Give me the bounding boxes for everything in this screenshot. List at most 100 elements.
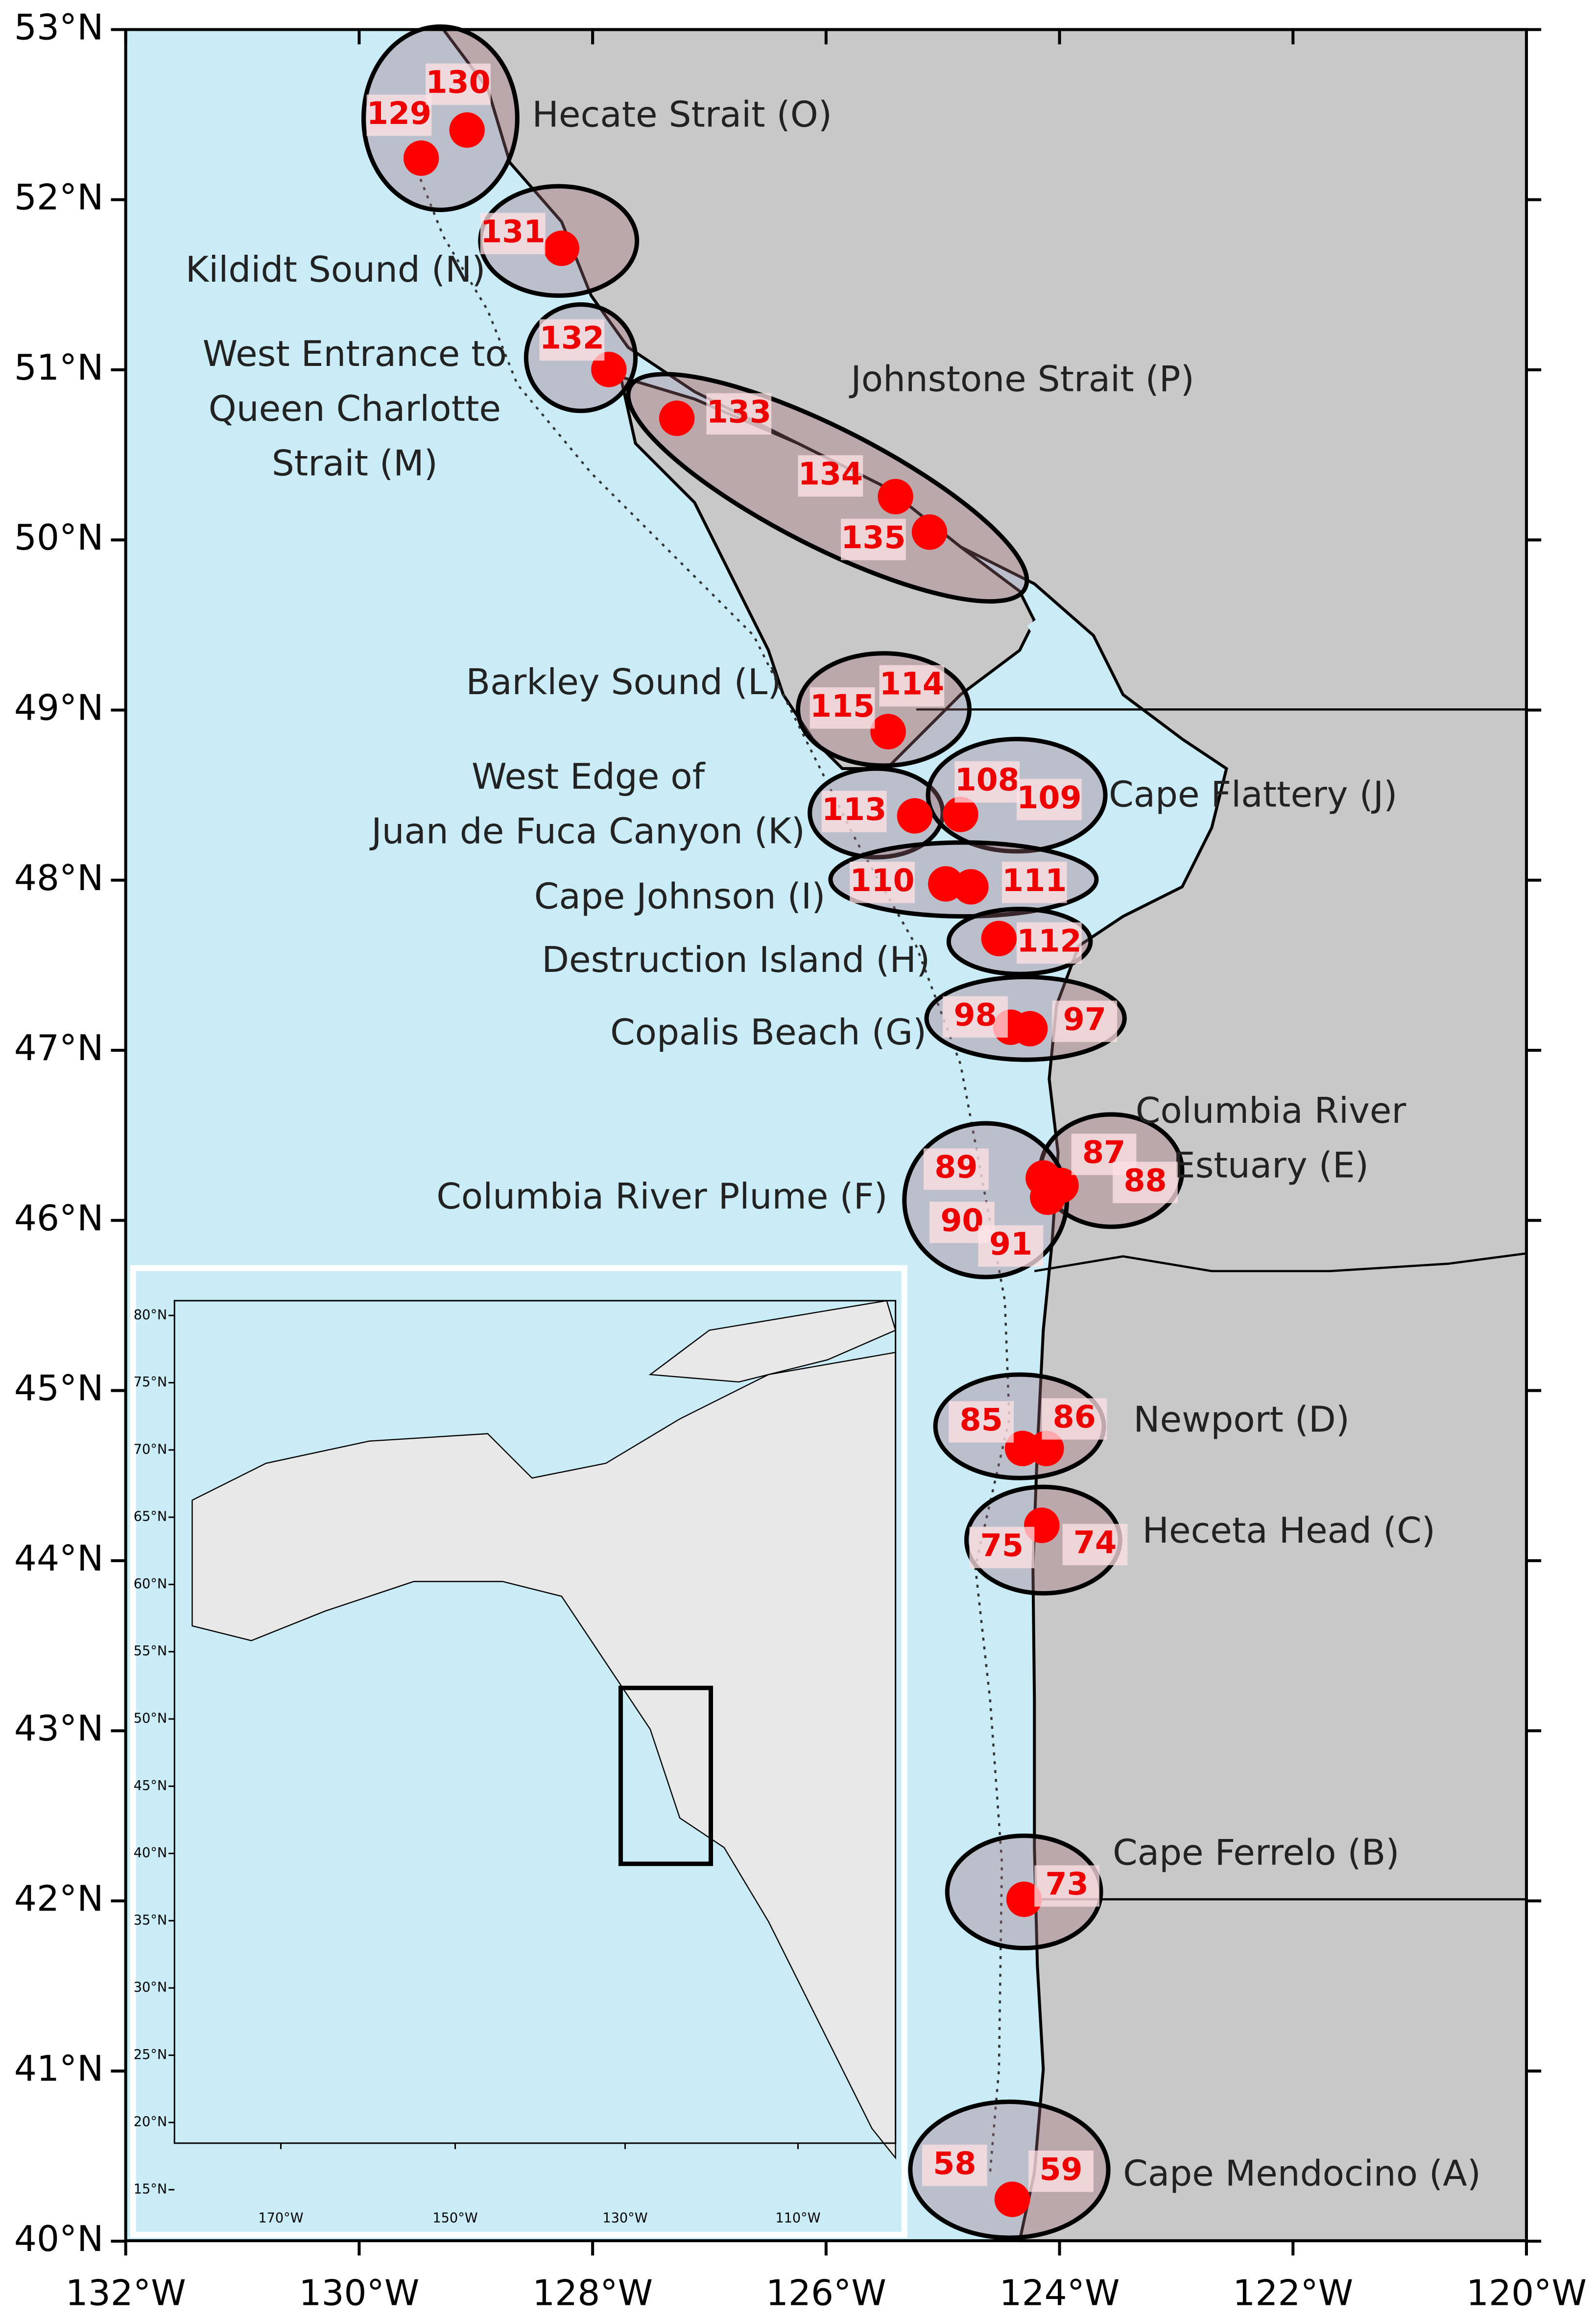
- station-label-bg: [1034, 1865, 1100, 1907]
- x-tick-label: 132°W: [66, 2273, 186, 2314]
- region-label: Columbia River: [1136, 1090, 1406, 1132]
- inset-y-tick-label: 40°N: [134, 1845, 167, 1861]
- y-tick-label: 45°N: [14, 1368, 104, 1409]
- region-label: West Edge of: [472, 756, 706, 798]
- station-label-bg: [969, 1526, 1035, 1569]
- station-dot: [403, 140, 439, 176]
- inset-map: 80°N 75°N 70°N 65°N 60°N 55°N 50°N 45°N 40°N 35°N…: [130, 1265, 907, 2238]
- station-label: 113: [822, 791, 886, 827]
- inset-y-tick-label: 75°N: [134, 1375, 167, 1390]
- x-tick-label: 122°W: [1233, 2273, 1353, 2314]
- station-label-bg: [821, 791, 887, 832]
- y-tick-label: 41°N: [14, 2049, 104, 2090]
- station-label-bg: [949, 1401, 1014, 1443]
- station-label: 110: [850, 862, 914, 898]
- station-dot: [994, 2181, 1030, 2217]
- station-label: 73: [1046, 1866, 1089, 1902]
- x-tick-label: 130°W: [299, 2273, 419, 2314]
- ticks: 132°W 130°W 128°W 126°W 124°W 122°W 120°W 53°N 5…: [14, 7, 1587, 2314]
- inset-y-tick-label: 70°N: [134, 1442, 167, 1457]
- station-dot: [911, 514, 948, 550]
- station-label: 89: [934, 1149, 977, 1185]
- y-tick-label: 43°N: [14, 1708, 104, 1749]
- inset-y-tick-label: 50°N: [134, 1711, 167, 1726]
- station-label-bg: [1052, 1000, 1118, 1042]
- inset-land: [191, 1352, 896, 2160]
- station-label: 88: [1123, 1162, 1167, 1198]
- station-label-bg: [840, 519, 906, 560]
- y-tick-label: 53°N: [14, 7, 104, 48]
- station-label-bg: [810, 687, 875, 729]
- station-dot: [544, 230, 579, 266]
- station-label: 91: [989, 1226, 1032, 1262]
- inset-y-tick-label: 55°N: [134, 1644, 167, 1659]
- border-line: [1034, 1252, 1527, 1273]
- station-label: 59: [1039, 2151, 1082, 2187]
- station-label-bg: [943, 996, 1008, 1038]
- station-label-bg: [798, 455, 863, 497]
- y-tick-label: 47°N: [14, 1028, 104, 1069]
- y-tick-label: 42°N: [14, 1878, 104, 1919]
- inset-y-tick-label: 15°N: [134, 2181, 167, 2197]
- inset-study-box: [618, 1686, 714, 1866]
- region-label: West Entrance to: [203, 334, 507, 375]
- region-label: Cape Flattery (J): [1109, 774, 1397, 815]
- inset-y-tick-label: 30°N: [134, 1980, 167, 1995]
- region-label: Queen Charlotte: [209, 388, 501, 430]
- station-label: 86: [1053, 1399, 1096, 1435]
- station-dot: [1030, 1179, 1066, 1215]
- inset-x-tick-label: 110°W: [775, 2210, 820, 2225]
- inset-x-tick-label: 130°W: [602, 2210, 647, 2225]
- station-label: 98: [953, 996, 997, 1033]
- y-tick-label: 46°N: [14, 1198, 104, 1239]
- y-tick-label: 40°N: [14, 2219, 104, 2260]
- station-label-bg: [1062, 1524, 1128, 1566]
- region-label: Juan de Fuca Canyon (K): [369, 811, 805, 852]
- station-label: 85: [960, 1402, 1003, 1438]
- y-tick-label: 44°N: [14, 1538, 104, 1579]
- station-label: 115: [810, 688, 875, 724]
- station-label: 129: [367, 95, 431, 131]
- station-dot: [1006, 1881, 1042, 1917]
- station-dot: [981, 920, 1017, 957]
- region-label: Cape Ferrelo (B): [1113, 1833, 1400, 1874]
- mainland: [440, 28, 1528, 2243]
- region-label: Newport (D): [1133, 1400, 1350, 1441]
- inset-y-tick-label: 45°N: [134, 1778, 167, 1793]
- station-label: 134: [798, 456, 863, 492]
- region-label: Cape Mendocino (A): [1123, 2153, 1481, 2194]
- region-label: Copalis Beach (G): [610, 1012, 927, 1053]
- strait-of-georgia: [1027, 616, 1131, 832]
- inset-x-tick-label: 150°W: [432, 2210, 477, 2225]
- y-tick-label: 48°N: [14, 858, 104, 899]
- region-label: Estuary (E): [1173, 1145, 1369, 1186]
- station-dot: [897, 798, 933, 834]
- station-label: 108: [955, 762, 1020, 798]
- inset-y-tick-label: 65°N: [134, 1509, 167, 1524]
- x-tick-label: 128°W: [532, 2273, 653, 2314]
- station-label: 114: [880, 666, 944, 702]
- inset-x-tick-label: 170°W: [258, 2210, 303, 2225]
- station-label: 58: [933, 2145, 976, 2181]
- inset-y-tick-label: 25°N: [134, 2047, 167, 2062]
- station-dot: [449, 112, 485, 148]
- inset-arctic-islands: [648, 1300, 897, 1383]
- station-label: 90: [940, 1202, 983, 1238]
- station-label: 75: [980, 1527, 1024, 1564]
- station-label-bg: [1028, 2151, 1094, 2192]
- station-dot: [1012, 1011, 1048, 1047]
- region-label: Cape Johnson (I): [534, 876, 826, 917]
- station-label-bg: [1017, 922, 1082, 964]
- station-label-bg: [922, 2144, 987, 2186]
- station-dot: [870, 714, 906, 750]
- station-label-bg: [879, 665, 945, 707]
- x-tick-label: 124°W: [1000, 2273, 1120, 2314]
- station-label: 132: [540, 320, 604, 356]
- inset-y-tick-label: 80°N: [134, 1307, 167, 1323]
- station-label-bg: [850, 862, 915, 903]
- y-tick-label: 50°N: [14, 517, 104, 558]
